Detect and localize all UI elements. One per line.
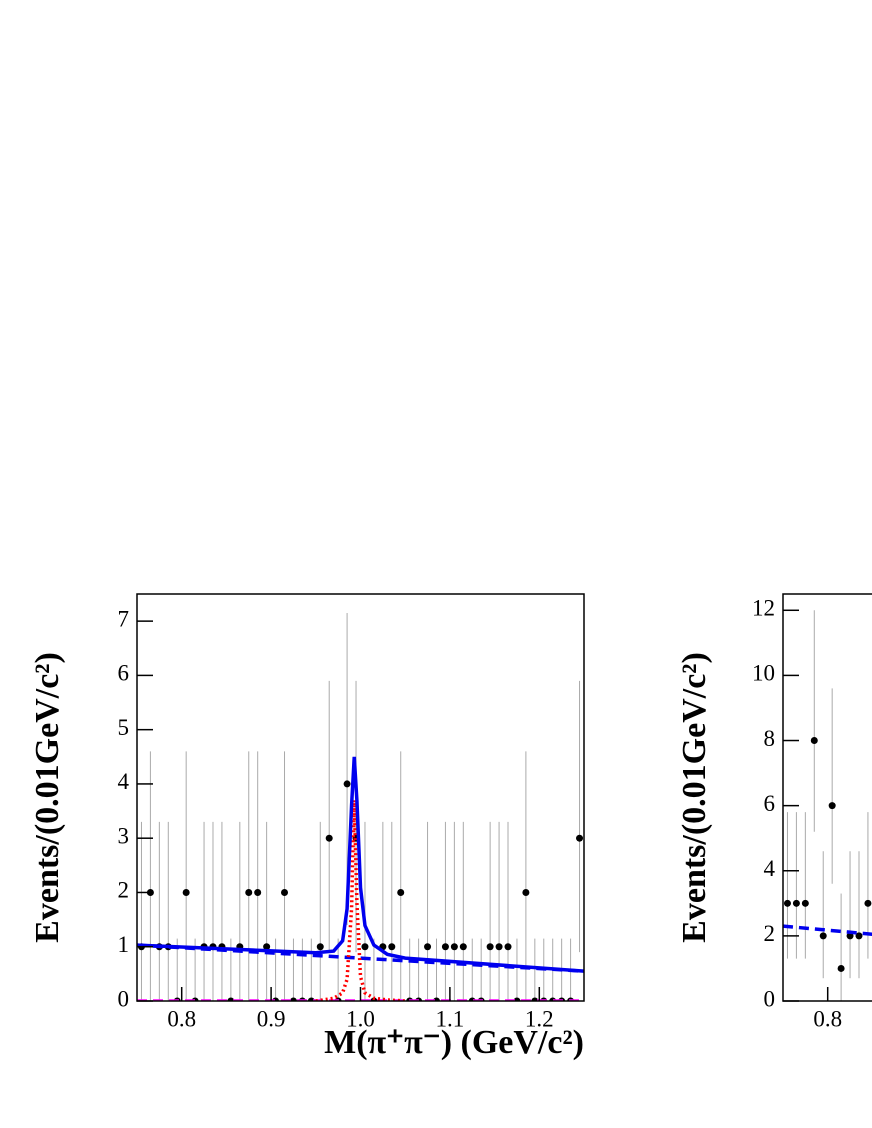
data-point [504, 943, 512, 951]
y-tick-label: 2 [764, 921, 776, 946]
data-point [792, 899, 800, 907]
data-point [828, 802, 836, 810]
x-axis-title: M(π⁺π⁻) (GeV/c²) [324, 1024, 584, 1061]
data-point [424, 943, 432, 951]
data-point [576, 834, 584, 842]
y-tick-label: 2 [118, 878, 130, 903]
fit-curve [137, 756, 584, 973]
plot-area [783, 610, 872, 1001]
data-point [227, 997, 235, 1001]
y-tick-label: 12 [752, 596, 775, 621]
data-point [281, 888, 289, 896]
data-point [513, 997, 521, 1001]
y-tick-label: 4 [118, 769, 130, 794]
data-point [361, 943, 369, 951]
data-point [316, 943, 324, 951]
plot-area [137, 612, 584, 1001]
y-tick-label: 5 [118, 715, 130, 740]
y-tick-label: 0 [118, 986, 130, 1011]
data-point [459, 943, 467, 951]
data-point [397, 888, 405, 896]
x-tick-label: 1.1 [436, 1006, 465, 1031]
data-point [819, 932, 827, 940]
data-point [245, 888, 253, 896]
data-point [263, 943, 271, 951]
x-tick-label: 0.8 [167, 1006, 196, 1031]
data-point [325, 834, 333, 842]
data-point [855, 932, 863, 940]
y-tick-label: 0 [764, 986, 776, 1011]
fit-curve [315, 800, 406, 1001]
y-tick-label: 8 [764, 726, 776, 751]
data-point [343, 780, 351, 788]
data-point [450, 943, 458, 951]
data-point [783, 899, 791, 907]
data-point [801, 899, 809, 907]
y-tick-label: 7 [118, 606, 130, 631]
y-axis-title: Events/(0.01GeV/c²) [29, 652, 66, 943]
data-point [531, 997, 539, 1001]
data-point [522, 888, 530, 896]
y-tick-label: 4 [764, 856, 776, 881]
y-tick-label: 6 [764, 791, 776, 816]
data-point [289, 997, 297, 1001]
x-tick-label: 0.9 [257, 1006, 286, 1031]
y-axis-title: Events/(0.01GeV/c²) [676, 652, 713, 943]
data-point [182, 888, 190, 896]
y-tick-label: 10 [752, 661, 775, 686]
x-tick-label: 1.2 [525, 1006, 554, 1031]
y-tick-label: 3 [118, 823, 130, 848]
data-point [441, 943, 449, 951]
data-point [864, 899, 872, 907]
data-point [810, 737, 818, 745]
x-tick-label: 1.0 [346, 1006, 375, 1031]
data-point [495, 943, 503, 951]
data-point [837, 964, 845, 972]
y-tick-label: 6 [118, 661, 130, 686]
data-point [388, 943, 396, 951]
frame [782, 593, 872, 1002]
x-tick-label: 0.8 [813, 1006, 842, 1031]
data-point [486, 943, 494, 951]
y-tick-label: 1 [118, 932, 130, 957]
data-point [254, 888, 262, 896]
